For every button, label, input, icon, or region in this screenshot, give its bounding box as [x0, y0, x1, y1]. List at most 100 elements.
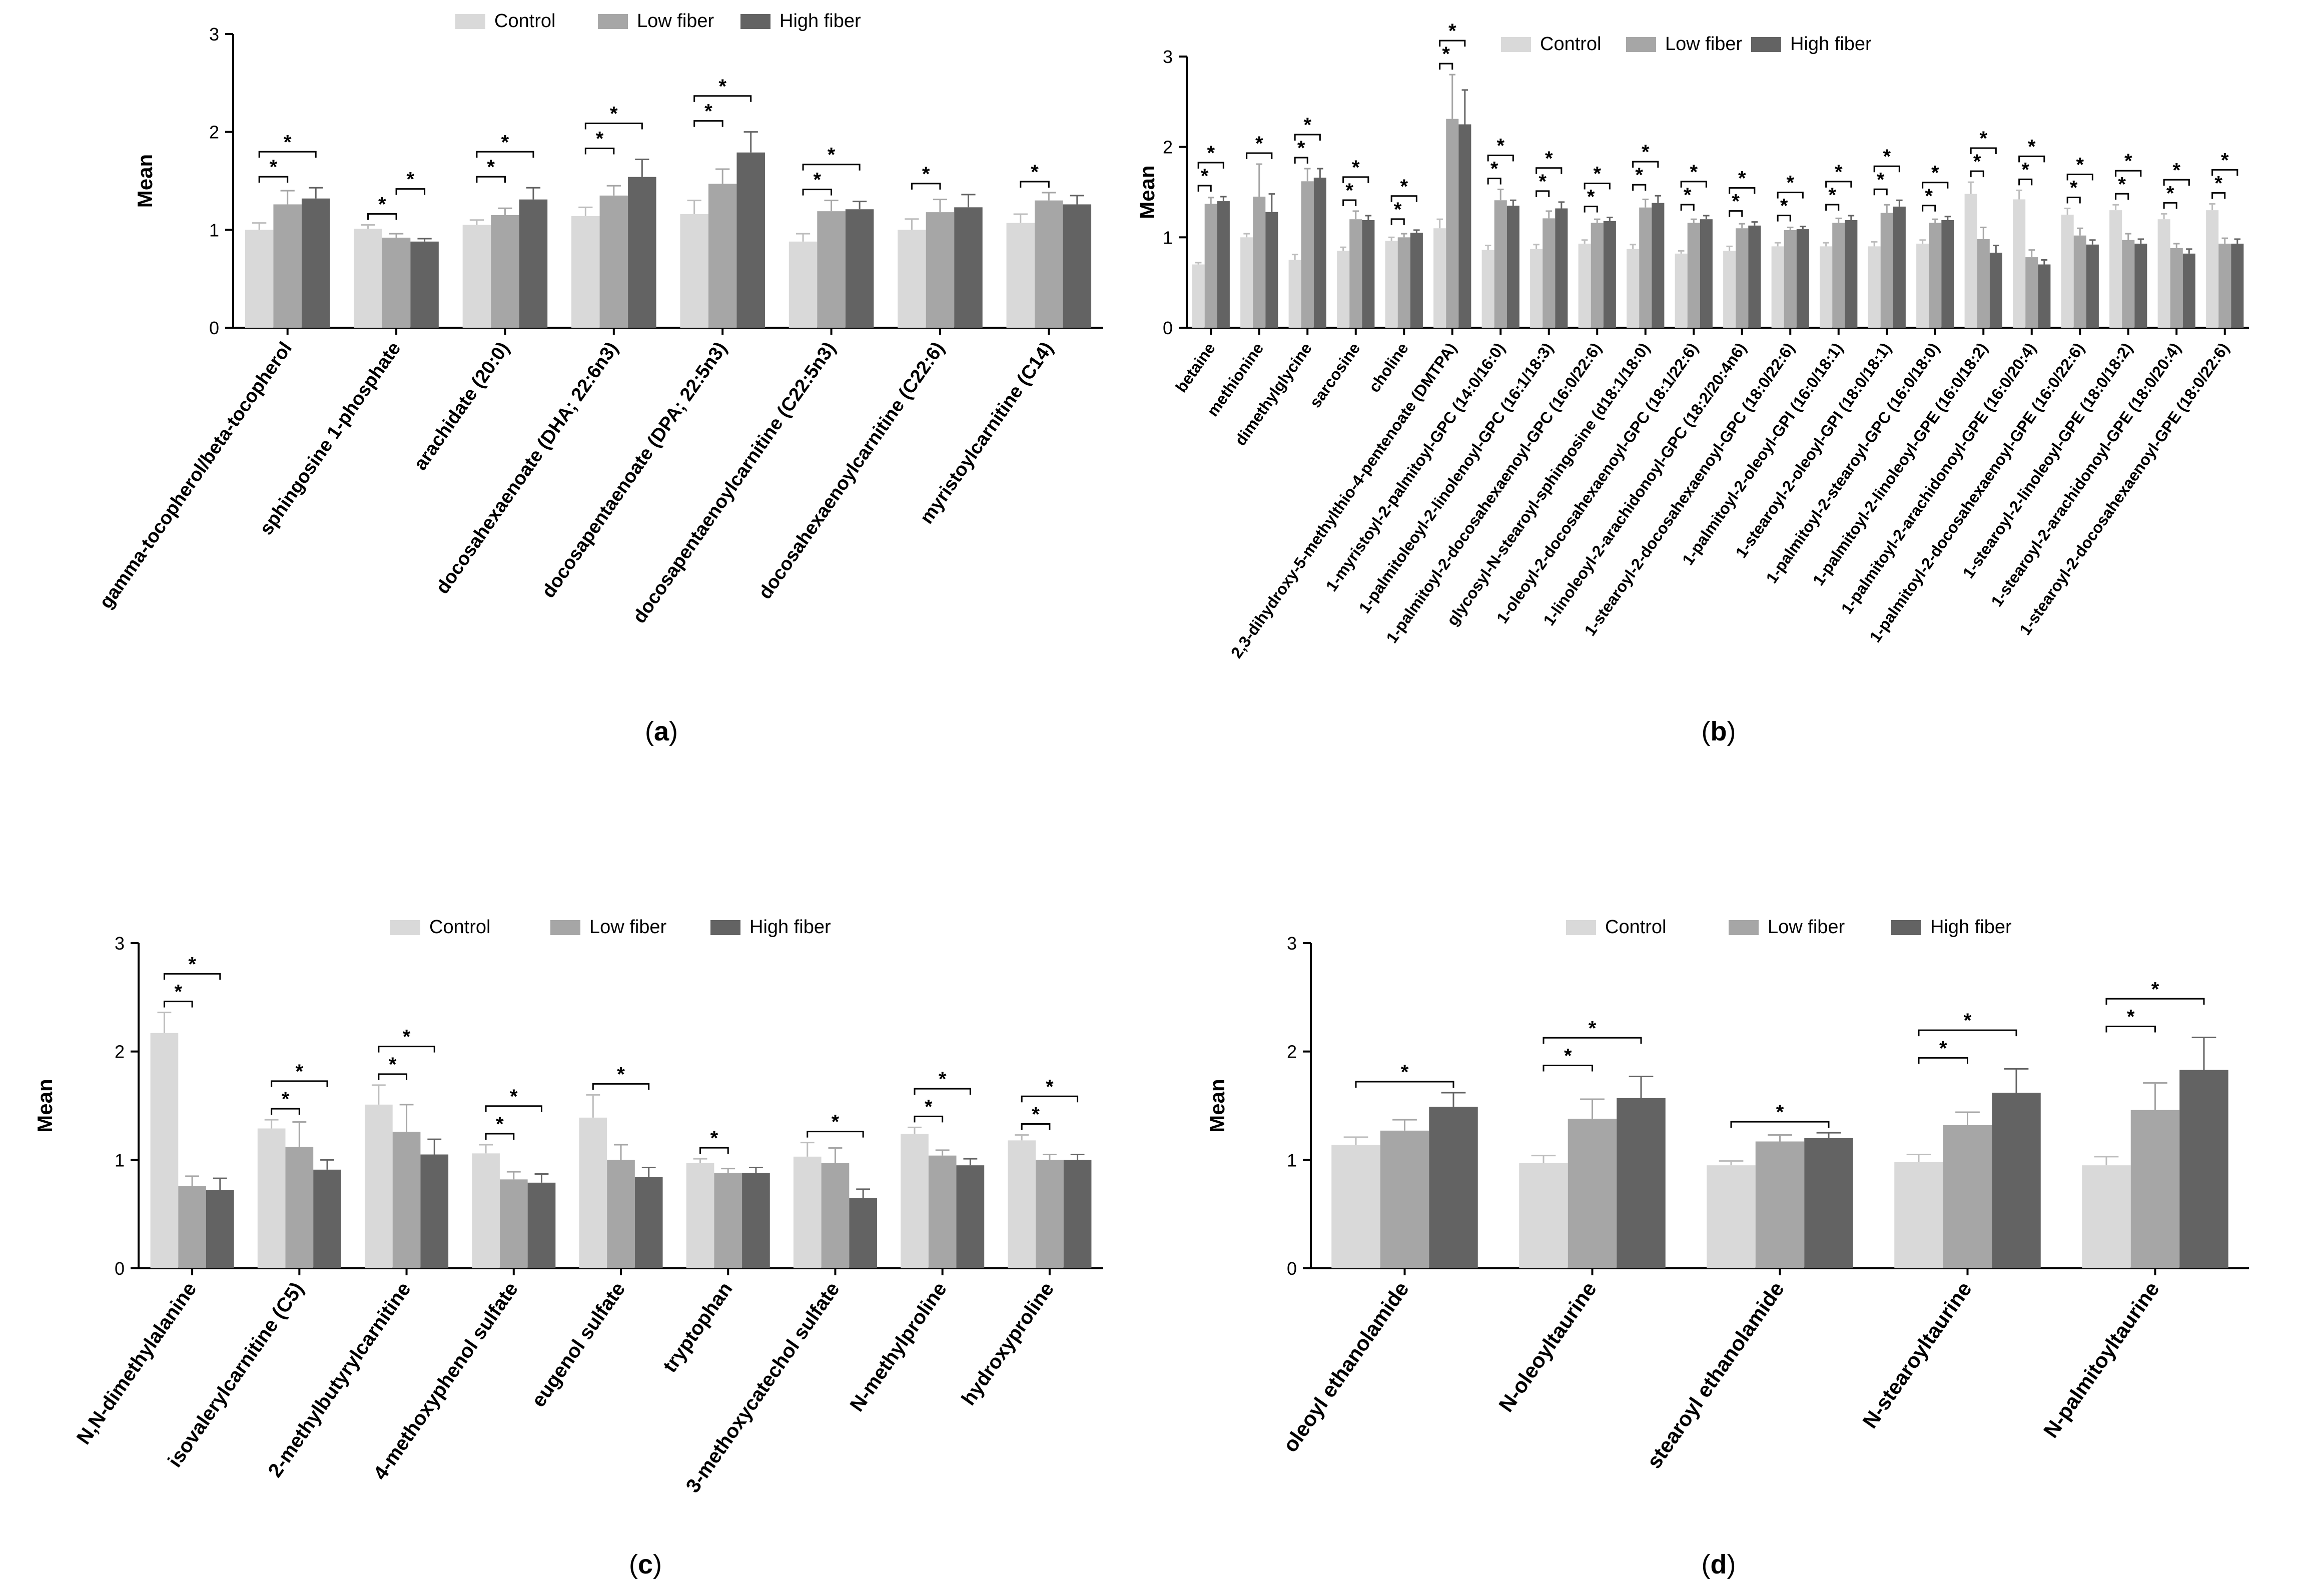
x-category-label: 2,3-dihydroxy-5-methylthio-4-pentenoate …: [1227, 339, 1460, 661]
legend-swatch-control: [455, 14, 485, 29]
bar-low-fiber: [1755, 1141, 1805, 1268]
significance-star: *: [1786, 172, 1794, 194]
significance-bracket: [1777, 192, 1804, 199]
significance-star: *: [922, 163, 930, 185]
bar-low-fiber: [1204, 204, 1217, 328]
significance-bracket: [271, 1080, 328, 1087]
significance-star: *: [939, 1068, 947, 1090]
bar-high-fiber: [1555, 208, 1568, 328]
significance-star: *: [1448, 20, 1456, 42]
bar-control: [1627, 249, 1640, 328]
significance-bracket: [592, 1083, 650, 1090]
significance-star: *: [2118, 173, 2126, 195]
significance-bracket: [1584, 206, 1598, 213]
panel-b-chart: 0 1 2 3 Mean Control Low fiber High fiber betain…: [1135, 20, 2249, 746]
bar-control: [2061, 215, 2074, 328]
significance-bracket: [1729, 210, 1743, 217]
bar-control: [579, 1117, 607, 1268]
significance-bracket: [1729, 187, 1756, 194]
legend-label: Control: [429, 917, 491, 938]
y-tick-label: 1: [1163, 227, 1173, 248]
bar-high-fiber: [420, 1154, 449, 1268]
bar-low-fiber: [178, 1186, 206, 1268]
bar-high-fiber: [2231, 243, 2244, 328]
bar-high-fiber: [1313, 178, 1326, 328]
bar-control: [2157, 219, 2170, 328]
significance-bracket: [2018, 155, 2045, 163]
bar-control: [1820, 246, 1833, 328]
legend-label: High fiber: [1790, 34, 1872, 55]
significance-star: *: [1564, 1045, 1572, 1067]
y-tick-label: 3: [115, 933, 125, 954]
legend-label: High fiber: [780, 11, 861, 32]
significance-star: *: [378, 194, 386, 216]
significance-star: *: [1776, 1101, 1784, 1123]
significance-star: *: [2028, 136, 2036, 158]
bar-control: [1240, 237, 1253, 328]
significance-bracket: [1021, 1095, 1079, 1103]
significance-star: *: [1690, 161, 1698, 183]
significance-bracket: [395, 188, 426, 195]
significance-bracket: [1390, 195, 1417, 202]
significance-star: *: [389, 1054, 397, 1076]
significance-bracket: [1584, 183, 1611, 190]
significance-star: *: [1877, 169, 1885, 191]
significance-star: *: [2070, 177, 2078, 199]
legend-swatch-low-fiber: [550, 920, 580, 935]
significance-bracket: [693, 95, 752, 102]
bar-control: [1433, 228, 1446, 328]
x-category-label: N-oleoyltaurine: [1494, 1277, 1601, 1416]
significance-bracket: [1970, 147, 1997, 155]
significance-bracket: [163, 973, 221, 980]
x-category-label: docosapentaenoylcarnitine (C22:5n3): [629, 338, 840, 627]
bar-low-fiber: [2170, 248, 2183, 328]
x-category-label: N-stearoyltaurine: [1858, 1277, 1976, 1432]
significance-star: *: [1589, 1017, 1597, 1039]
significance-star: *: [828, 144, 836, 166]
bar-control: [1916, 243, 1929, 328]
bar-low-fiber: [1568, 1119, 1617, 1268]
bar-control: [1723, 251, 1736, 328]
significance-bracket: [693, 120, 723, 127]
x-category-label: docosahexaenoylcarnitine (C22:6): [754, 338, 949, 603]
legend-swatch-low-fiber: [1626, 37, 1656, 52]
x-category-label: 1-palmitoyl-2-stearoyl-GPC (16:0/18:0): [1762, 339, 1943, 586]
significance-star: *: [1538, 171, 1547, 193]
x-category-label: N,N-dimethylalanine: [73, 1278, 201, 1448]
significance-star: *: [1925, 185, 1933, 207]
x-category-label: docosapentaenoate (DPA; 22:5n3): [538, 338, 731, 602]
significance-bracket: [2115, 193, 2129, 200]
bar-high-fiber: [1506, 206, 1519, 328]
significance-bracket: [1632, 184, 1647, 191]
significance-star: *: [1593, 163, 1601, 185]
significance-star: *: [1490, 158, 1498, 180]
significance-star: *: [2151, 978, 2159, 1000]
panel-c-chart: 0 1 2 3 Mean Control Low fiber High fiber N,N-di…: [33, 917, 1103, 1579]
bar-high-fiber: [1458, 124, 1471, 328]
significance-star: *: [2166, 182, 2174, 204]
significance-star: *: [1352, 157, 1360, 179]
bar-low-fiber: [491, 215, 519, 328]
significance-bracket: [1730, 1121, 1830, 1128]
significance-bracket: [1355, 1081, 1454, 1088]
bar-low-fiber: [382, 237, 411, 328]
bar-low-fiber: [1035, 200, 1063, 328]
significance-bracket: [271, 1108, 300, 1115]
significance-star: *: [1964, 1010, 1972, 1032]
significance-bracket: [2163, 202, 2177, 209]
significance-bracket: [1680, 204, 1695, 211]
bar-control: [1894, 1162, 1943, 1268]
bar-control: [1192, 264, 1205, 328]
panel-d-chart: 0 1 2 3 Mean Control Low fiber High fiber oleoyl…: [1205, 917, 2249, 1579]
bar-high-fiber: [954, 207, 983, 328]
significance-bracket: [1197, 185, 1212, 192]
bar-control: [1385, 241, 1398, 328]
significance-star: *: [2021, 159, 2029, 181]
significance-star: *: [1255, 133, 1263, 155]
significance-bracket: [699, 1147, 729, 1154]
significance-bracket: [1777, 215, 1791, 222]
bar-high-fiber: [849, 1198, 877, 1268]
bar-high-fiber: [1804, 1138, 1853, 1268]
legend-swatch-high-fiber: [740, 14, 771, 29]
